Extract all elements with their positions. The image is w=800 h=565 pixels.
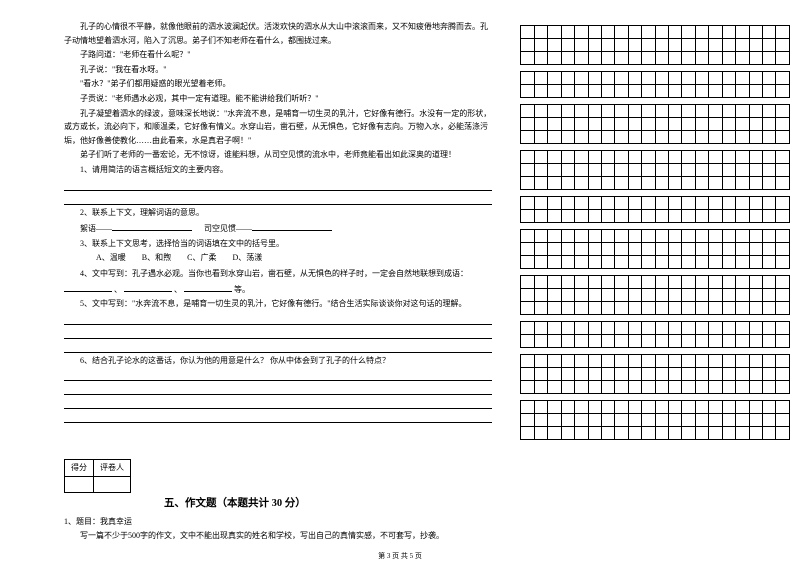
passage-p4: "看水？"弟子们都用疑惑的眼光望着老师。: [64, 77, 492, 91]
blank[interactable]: [124, 281, 172, 292]
answer-line[interactable]: [64, 178, 492, 191]
passage-p6: 孔子凝望着泗水的绿波，意味深长地说："水奔流不息，是哺育一切生灵的乳汁，它好像有…: [64, 107, 492, 148]
question-2-items: 絮语—— 司空见惯——: [64, 220, 492, 236]
composition-title: 1、题目：我真幸运: [64, 515, 492, 529]
question-3-options: A、温暖 B、和煦 C、广柔 D、荡漾: [64, 251, 492, 265]
q4-text: 4、文中写到：孔子遇水必观。当你也看到水穿山岩，凿石壁，从无惧色的样子时，一定会…: [80, 269, 468, 278]
blank[interactable]: [64, 281, 112, 292]
opt-b[interactable]: B、和煦: [142, 253, 171, 262]
q4-sep: 、: [114, 285, 122, 294]
q2a-label: 絮语——: [80, 224, 112, 233]
answer-line[interactable]: [64, 192, 492, 205]
question-3: 3、联系上下文思考，选择恰当的词语填在文中的括号里。: [64, 237, 492, 251]
answer-line[interactable]: [64, 382, 492, 395]
answer-line[interactable]: [64, 368, 492, 381]
answer-line[interactable]: [64, 410, 492, 423]
writing-grid-block[interactable]: [520, 25, 790, 65]
writing-grid-block[interactable]: [520, 196, 790, 223]
passage-p3: 孔子说："我在看水呀。": [64, 63, 492, 77]
question-1: 1、请用简洁的语言概括短文的主要内容。: [64, 163, 492, 177]
composition-req: 写一篇不少于500字的作文，文中不能出现真实的姓名和学校，写出自己的真情实感，不…: [64, 529, 492, 543]
q4-end: 等。: [234, 285, 250, 294]
opt-a[interactable]: A、温暖: [96, 253, 126, 262]
writing-grid-block[interactable]: [520, 354, 790, 394]
answer-line[interactable]: [64, 312, 492, 325]
blank[interactable]: [252, 220, 332, 231]
blank[interactable]: [112, 220, 192, 231]
score-table: 得分 评卷人: [64, 459, 131, 493]
writing-grid-block[interactable]: [520, 150, 790, 190]
writing-grid-block[interactable]: [520, 321, 790, 348]
writing-grid-block[interactable]: [520, 275, 790, 315]
q2b-label: 司空见惯——: [204, 224, 252, 233]
page-footer: 第 3 页 共 5 页: [0, 551, 800, 561]
writing-grid-block[interactable]: [520, 229, 790, 269]
writing-grid-column: [510, 0, 800, 565]
writing-grid-block[interactable]: [520, 104, 790, 144]
grader-cell-label: 评卷人: [94, 460, 131, 477]
question-6: 6、结合孔子论水的这番话，你认为他的用意是什么？ 你从中体会到了孔子的什么特点？: [64, 354, 492, 368]
passage-p1: 孔子的心情很不平静，就像他眼前的泗水波澜起伏。活泼欢快的泗水从大山中滚滚而来，又…: [64, 20, 492, 47]
section-title: 五、作文题（本题共计 30 分）: [164, 498, 306, 509]
opt-d[interactable]: D、荡漾: [232, 253, 262, 262]
answer-line[interactable]: [64, 326, 492, 339]
blank[interactable]: [184, 281, 232, 292]
writing-grid-block[interactable]: [520, 400, 790, 440]
score-cell-blank[interactable]: [65, 476, 94, 493]
writing-grid-block[interactable]: [520, 71, 790, 98]
grader-cell-blank[interactable]: [94, 476, 131, 493]
passage-p2: 子路问道："老师在看什么呢？": [64, 48, 492, 62]
q4-sep: 、: [174, 285, 182, 294]
question-4: 4、文中写到：孔子遇水必观。当你也看到水穿山岩，凿石壁，从无惧色的样子时，一定会…: [64, 267, 492, 296]
question-2: 2、联系上下文，理解词语的意思。: [64, 206, 492, 220]
passage-p5: 子贡说："老师遇水必观，其中一定有道理。能不能讲给我们听听？": [64, 92, 492, 106]
answer-line[interactable]: [64, 340, 492, 353]
opt-c[interactable]: C、广柔: [187, 253, 216, 262]
answer-line[interactable]: [64, 396, 492, 409]
passage-p7: 弟子们听了老师的一番宏论，无不惊讶，谁能料想，从司空见惯的流水中，老师竟能看出如…: [64, 148, 492, 162]
left-column: 孔子的心情很不平静，就像他眼前的泗水波澜起伏。活泼欢快的泗水从大山中滚滚而来，又…: [0, 0, 510, 565]
question-5: 5、文中写到："水奔流不息，是哺育一切生灵的乳汁，它好像有德行。"结合生活实际谈…: [64, 297, 492, 311]
score-cell-label: 得分: [65, 460, 94, 477]
